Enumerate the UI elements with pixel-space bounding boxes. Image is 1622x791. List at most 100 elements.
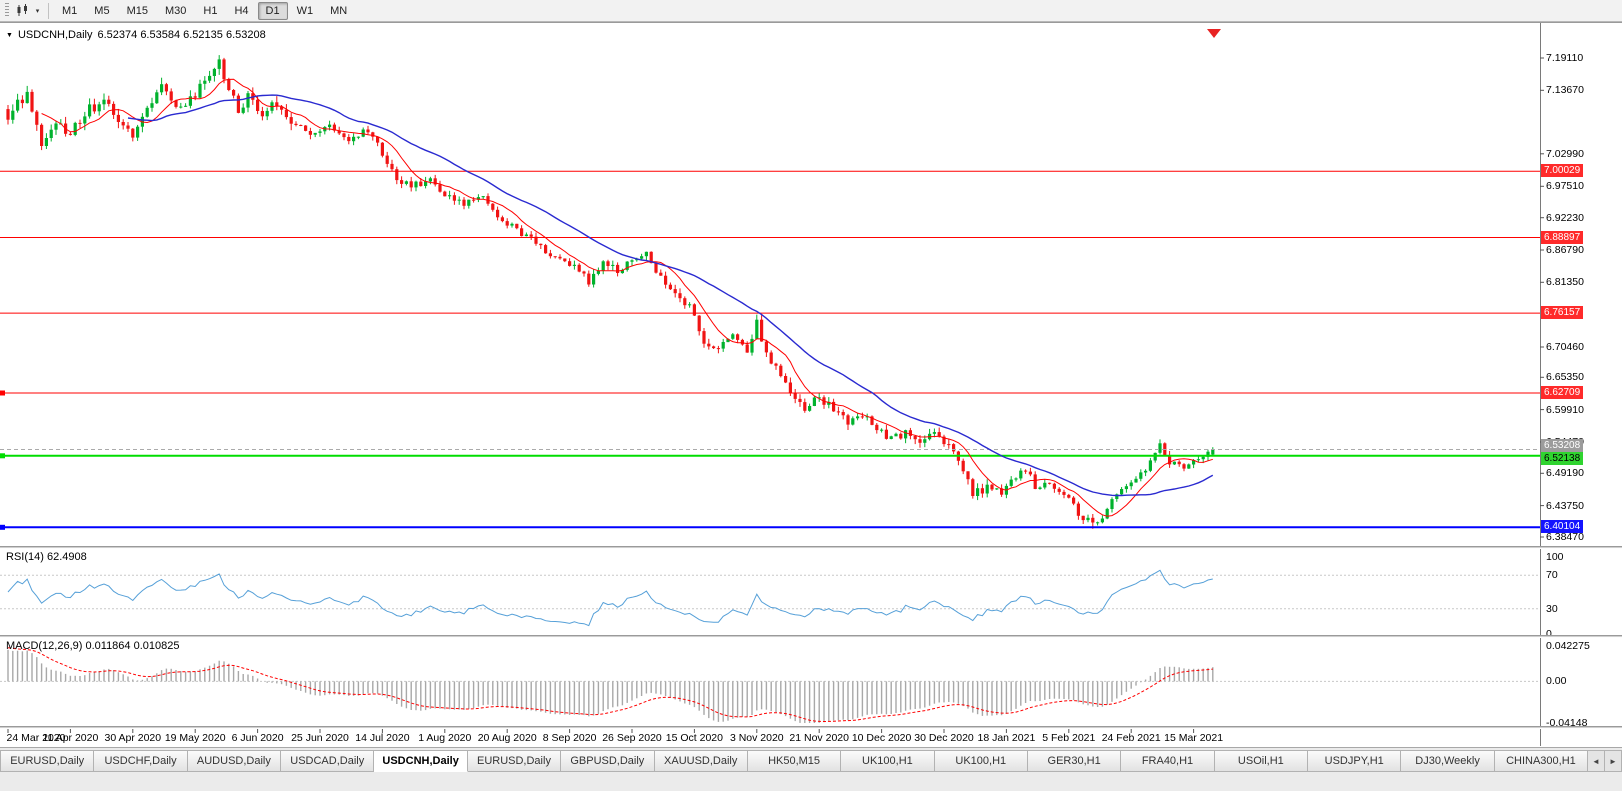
chart-tab-7-xauusd-daily[interactable]: XAUUSD,Daily [654, 750, 748, 772]
time-axis-label: 8 Sep 2020 [542, 732, 597, 744]
time-axis-label: 15 Mar 2021 [1164, 732, 1224, 744]
timeframe-button-m5[interactable]: M5 [94, 4, 110, 17]
time-axis-label: 19 May 2020 [164, 732, 226, 744]
rsi-axis-label: 30 [1546, 602, 1558, 615]
pane-splitter[interactable] [0, 635, 1622, 638]
level-line-handle[interactable] [0, 390, 5, 396]
candlestick-chart-icon[interactable] [14, 3, 32, 19]
pane-splitter[interactable] [0, 546, 1622, 549]
chart-canvas[interactable] [0, 23, 1622, 746]
price-axis-label: 7.13670 [1546, 84, 1584, 97]
timeframe-toolbar: M1 M5 M15 M30 H1 H4 D1 W1 MN [54, 1, 355, 20]
price-tag-7-00029: 7.00029 [1541, 164, 1584, 178]
chart-menu-icon[interactable]: ▼ [6, 31, 13, 39]
time-axis-label: 24 Feb 2021 [1101, 732, 1161, 744]
tab-scroll-left-button[interactable]: ◄ [1588, 750, 1605, 772]
time-axis-label: 30 Apr 2020 [104, 732, 162, 744]
price-axis-label: 6.43750 [1546, 499, 1584, 512]
toolbar-separator [48, 2, 49, 19]
price-axis-label: 7.02990 [1546, 147, 1584, 160]
price-axis-label: 6.59910 [1546, 403, 1584, 416]
rsi-axis-label: 0 [1546, 628, 1552, 640]
chart-tab-bar: EURUSD,Daily USDCHF,Daily AUDUSD,Daily USDC… [0, 747, 1622, 791]
chart-tab-12-fra40-h1[interactable]: FRA40,H1 [1121, 750, 1215, 772]
time-axis-label: 18 Jan 2021 [977, 732, 1036, 744]
chart-symbol-label: USDCNH,Daily [17, 29, 93, 41]
time-axis-label: 25 Jun 2020 [291, 732, 349, 744]
price-axis-label: 7.19110 [1546, 52, 1584, 64]
chart-tab-3-usdcad-daily[interactable]: USDCAD,Daily [281, 750, 375, 772]
price-axis[interactable]: 7.19110 7.13670 7.02990 6.97510 6.92230 6.867… [1540, 23, 1622, 746]
chart-tab-2-audusd-daily[interactable]: AUDUSD,Daily [187, 750, 282, 772]
timeframe-button-w1[interactable]: W1 [296, 4, 314, 17]
timeframe-button-h4[interactable]: H4 [234, 4, 249, 17]
price-axis-label: 6.81350 [1546, 276, 1584, 289]
price-tag-6-76157: 6.76157 [1541, 306, 1584, 320]
toolbar-grip[interactable] [5, 3, 9, 18]
ma-fast-line [41, 78, 1213, 517]
chart-tab-16-china300-h1[interactable]: CHINA300,H1 [1494, 750, 1589, 772]
level-line-handle[interactable] [0, 524, 5, 530]
chart-tab-0-eurusd-daily[interactable]: EURUSD,Daily [0, 750, 95, 772]
price-axis-label: 6.70460 [1546, 341, 1584, 353]
price-axis-label: 6.92230 [1546, 211, 1584, 224]
timeframe-button-m1[interactable]: M1 [62, 4, 78, 17]
chart-tab-8-hk50-m15[interactable]: HK50,M15 [747, 750, 842, 772]
rsi-axis-label: 100 [1546, 551, 1564, 563]
chart-tab-9-uk100-h1[interactable]: UK100,H1 [841, 750, 935, 772]
time-axis-label: 24 Mar 2020 [6, 732, 66, 744]
time-axis-label: 20 Aug 2020 [477, 732, 537, 744]
timeframe-button-h1[interactable]: H1 [203, 4, 218, 17]
time-axis[interactable]: 24 Mar 2020 11 Apr 2020 30 Apr 2020 19 May … [0, 728, 1540, 747]
chart-shift-marker-icon[interactable] [1207, 29, 1221, 38]
timeframe-button-d1[interactable]: D1 [257, 1, 288, 20]
price-tag-6-52138: 6.52138 [1541, 451, 1584, 465]
macd-axis-label: 0.042275 [1546, 640, 1590, 652]
rsi-indicator-label: RSI(14) 62.4908 [6, 551, 87, 563]
rsi-axis-label: 70 [1546, 569, 1558, 582]
chart-tab-6-gbpusd-daily[interactable]: GBPUSD,Daily [561, 750, 655, 772]
time-axis-label: 21 Nov 2020 [789, 732, 849, 744]
chart-tab-5-eurusd-daily[interactable]: EURUSD,Daily [467, 750, 562, 772]
chart-tab-1-usdchf-daily[interactable]: USDCHF,Daily [94, 750, 188, 772]
timeframe-button-m15[interactable]: M15 [126, 4, 148, 17]
time-axis-label: 1 Aug 2020 [418, 732, 472, 744]
timeframe-button-m30[interactable]: M30 [164, 4, 187, 17]
time-axis-label: 5 Feb 2021 [1042, 732, 1096, 744]
chart-region: ▼ USDCNH,Daily 6.52374 6.53584 6.52135 6… [0, 22, 1622, 791]
chart-tab-11-ger30-h1[interactable]: GER30,H1 [1027, 750, 1122, 772]
chart-type-dropdown-icon[interactable]: ▾ [35, 7, 40, 15]
chart-tab-4-usdcnh-daily[interactable]: USDCNH,Daily [374, 750, 468, 772]
chart-tabs: EURUSD,Daily USDCHF,Daily AUDUSD,Daily USDC… [0, 750, 1589, 772]
time-axis-label: 15 Oct 2020 [665, 732, 723, 744]
pane-splitter[interactable] [0, 726, 1622, 729]
time-axis-label: 6 Jun 2020 [231, 732, 284, 744]
timeframe-button-mn[interactable]: MN [330, 4, 348, 17]
price-axis-label: 6.38470 [1546, 531, 1584, 543]
chart-title: ▼ USDCNH,Daily 6.52374 6.53584 6.52135 6… [6, 29, 266, 41]
price-axis-label: 6.49190 [1546, 467, 1584, 480]
price-tag-6-62709: 6.62709 [1541, 386, 1584, 399]
price-axis-label: 6.97510 [1546, 180, 1584, 193]
tab-scroll-right-button[interactable]: ► [1605, 750, 1622, 772]
time-axis-label: 26 Sep 2020 [602, 732, 662, 744]
macd-histogram [7, 649, 1214, 723]
macd-indicator-label: MACD(12,26,9) 0.011864 0.010825 [6, 640, 180, 652]
macd-axis-label: 0.00 [1546, 675, 1567, 688]
price-tag-6-53208: 6.53208 [1541, 438, 1584, 452]
time-axis-label: 11 Apr 2020 [42, 732, 99, 744]
macd-signal-line [7, 647, 1213, 723]
tab-scroll-arrows: ◄ ► [1588, 750, 1622, 772]
price-axis-label: 6.86790 [1546, 244, 1584, 256]
chart-tab-14-usdjpy-h1[interactable]: USDJPY,H1 [1308, 750, 1402, 772]
chart-tab-10-uk100-h1[interactable]: UK100,H1 [934, 750, 1028, 772]
chart-tab-13-usoil-h1[interactable]: USOil,H1 [1214, 750, 1309, 772]
rsi-line [7, 569, 1213, 627]
level-line-handle[interactable] [0, 453, 5, 459]
price-axis-label: 6.65350 [1546, 371, 1584, 384]
price-tag-6-40104: 6.40104 [1541, 520, 1584, 534]
top-toolbar: ▾ M1 M5 M15 M30 H1 H4 D1 W1 MN [0, 0, 1622, 22]
time-axis-label: 14 Jul 2020 [355, 732, 410, 744]
chart-tab-15-dj30-weekly[interactable]: DJ30,Weekly [1401, 750, 1495, 772]
